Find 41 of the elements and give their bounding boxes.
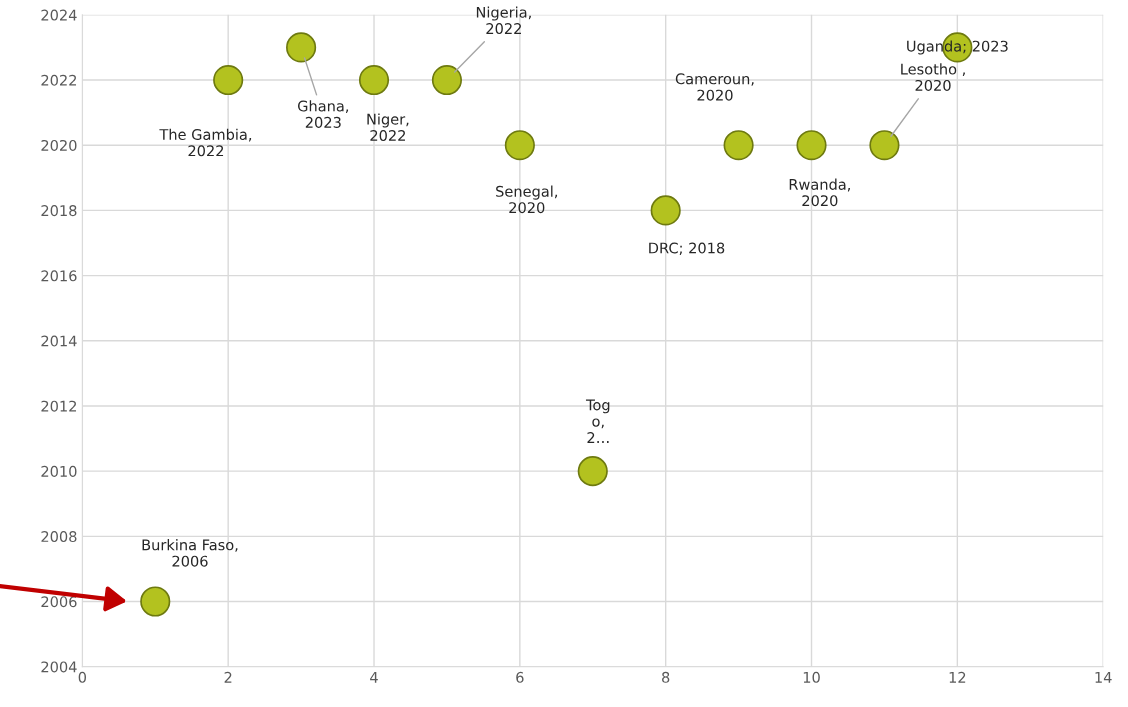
y-tick-label: 2012 [41, 400, 77, 412]
y-tick-label: 2024 [41, 9, 77, 21]
point [213, 64, 244, 96]
y-tick-label: 2014 [41, 335, 77, 347]
data-label: Ghana, 2023 [297, 100, 349, 128]
data-label: Rwanda, 2020 [789, 178, 850, 207]
data-label: Senegal, 2020 [496, 185, 558, 214]
data-label: Nigeria, 2022 [476, 6, 531, 35]
point [140, 586, 171, 617]
x-tick-label: 8 [662, 671, 670, 683]
y-tick-label: 2016 [41, 270, 77, 282]
point [431, 64, 462, 96]
point [723, 130, 754, 161]
data-label: Cameroun, 2020 [675, 73, 754, 101]
data-label: DRC; 2018 [649, 242, 725, 256]
point [286, 32, 317, 63]
point [869, 130, 900, 161]
data-label: Niger, 2022 [367, 113, 409, 142]
point [577, 456, 608, 487]
x-tick-label: 6 [516, 671, 524, 683]
point [358, 64, 390, 96]
x-tick-label: 4 [370, 672, 378, 683]
x-tick-label: 10 [803, 671, 820, 683]
point [796, 130, 827, 161]
x-tick-label: 12 [949, 671, 966, 683]
y-tick-label: 2022 [41, 74, 77, 86]
y-tick-label: 2018 [41, 205, 77, 217]
x-tick-label: 0 [78, 671, 87, 683]
point [650, 195, 681, 226]
y-tick-label: 2004 [41, 661, 77, 673]
y-tick-label: 2020 [41, 139, 77, 151]
data-label: Lesotho , 2020 [901, 63, 965, 91]
x-tick-label: 2 [224, 671, 232, 683]
data-label: The Gambia, 2022 [159, 128, 252, 157]
y-tick-label: 2010 [41, 465, 77, 477]
y-tick-label: 2006 [41, 596, 77, 608]
point [504, 130, 535, 161]
data-label: Burkina Faso, 2006 [142, 539, 238, 567]
y-tick-label: 2008 [41, 531, 77, 543]
x-tick-label: 14 [1095, 672, 1112, 683]
data-label: Tog o, 2… [585, 399, 610, 443]
